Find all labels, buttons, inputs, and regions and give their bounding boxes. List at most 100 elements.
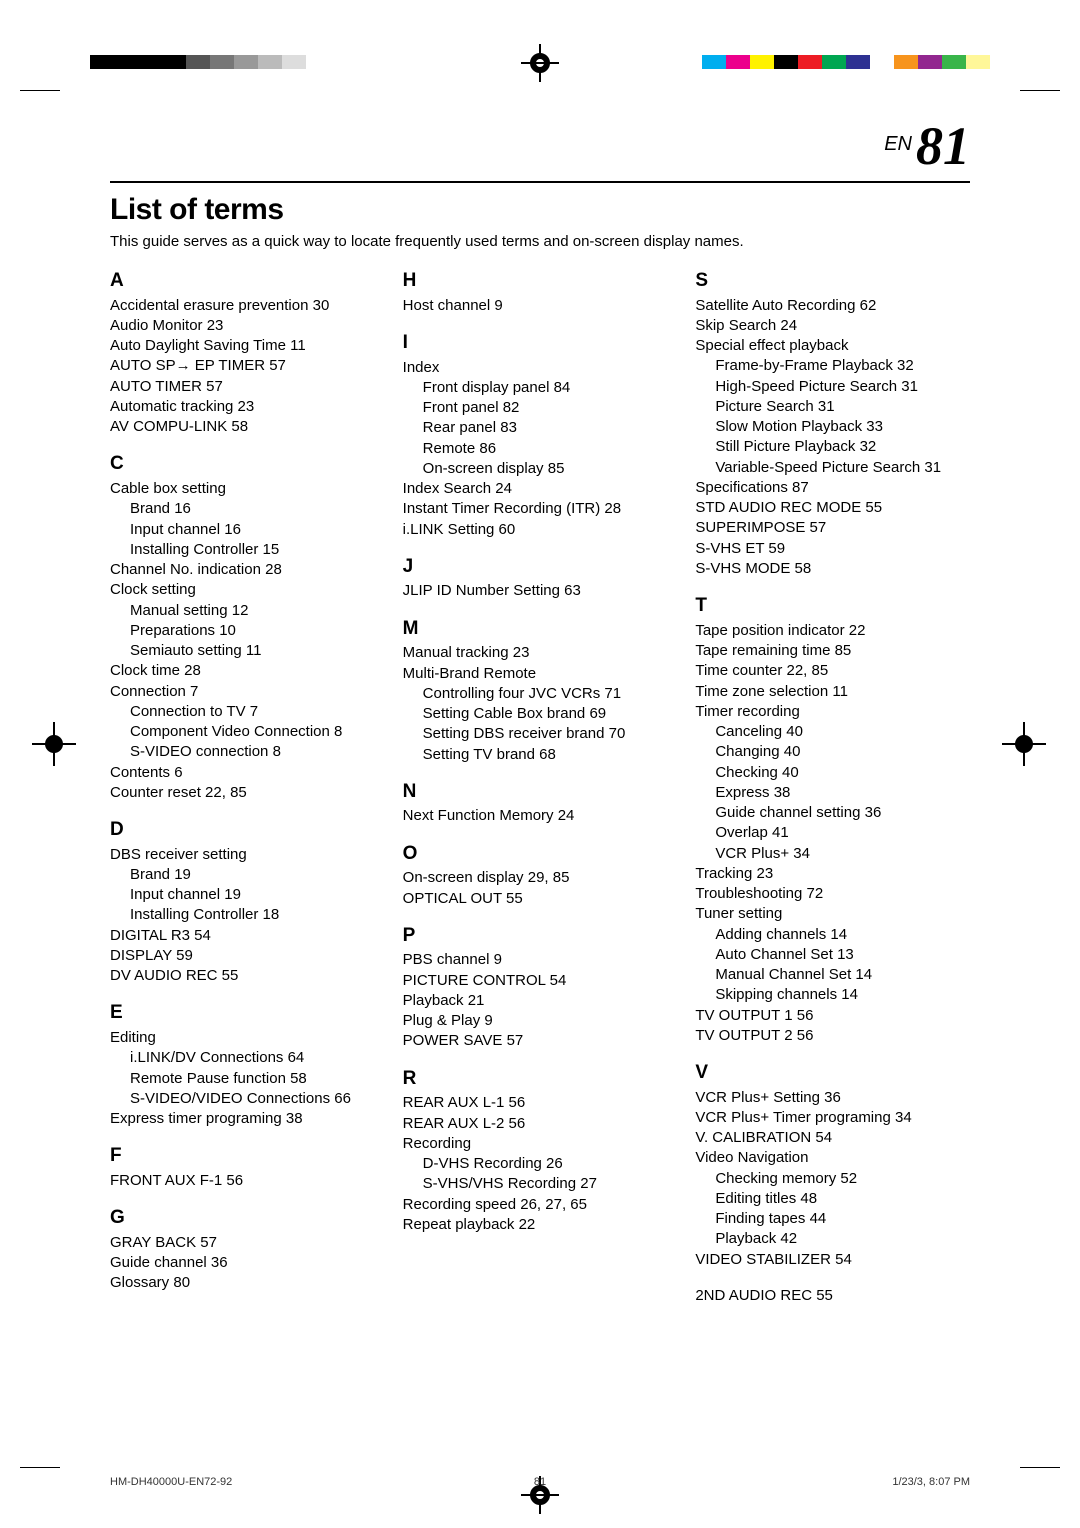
footer-left: HM-DH40000U-EN72-92 (110, 1476, 232, 1488)
index-entry: Guide channel 36 (110, 1253, 385, 1273)
index-letter: G (110, 1205, 385, 1231)
index-entry: Input channel 19 (110, 885, 385, 905)
index-entry: Specifications 87 (695, 478, 970, 498)
index-entry: STD AUDIO REC MODE 55 (695, 498, 970, 518)
index-entry: S-VIDEO/VIDEO Connections 66 (110, 1089, 385, 1109)
index-entry: Contents 6 (110, 763, 385, 783)
index-entry: Manual setting 12 (110, 601, 385, 621)
index-entry: Installing Controller 15 (110, 540, 385, 560)
color-calibration-bars (702, 55, 990, 69)
index-entry: VIDEO STABILIZER 54 (695, 1250, 970, 1270)
footer-page: 81 (534, 1476, 546, 1488)
index-letter: N (403, 779, 678, 805)
index-letter: I (403, 330, 678, 356)
crop-mark (1020, 90, 1060, 91)
index-entry: Playback 21 (403, 991, 678, 1011)
index-entry: S-VHS/VHS Recording 27 (403, 1174, 678, 1194)
left-register-mark (40, 730, 70, 760)
index-entry: Manual tracking 23 (403, 643, 678, 663)
index-entry: PBS channel 9 (403, 950, 678, 970)
index-entry: Finding tapes 44 (695, 1209, 970, 1229)
index-letter: E (110, 1000, 385, 1026)
index-entry: Automatic tracking 23 (110, 397, 385, 417)
index-entry: FRONT AUX F-1 56 (110, 1171, 385, 1191)
index-letter: A (110, 268, 385, 294)
index-entry: AV COMPU-LINK 58 (110, 417, 385, 437)
index-entry: Tracking 23 (695, 864, 970, 884)
index-entry: Clock setting (110, 580, 385, 600)
index-entry: Recording (403, 1134, 678, 1154)
page-header: EN81 (110, 115, 970, 183)
header-lang: EN (884, 133, 912, 155)
index-entry: DISPLAY 59 (110, 946, 385, 966)
index-entry: Input channel 16 (110, 520, 385, 540)
index-entry: OPTICAL OUT 55 (403, 889, 678, 909)
index-entry: Troubleshooting 72 (695, 884, 970, 904)
index-entry: Variable-Speed Picture Search 31 (695, 458, 970, 478)
index-entry: Guide channel setting 36 (695, 803, 970, 823)
footer-right: 1/23/3, 8:07 PM (892, 1476, 970, 1488)
index-entry: Clock time 28 (110, 661, 385, 681)
index-letter: M (403, 616, 678, 642)
index-entry: Auto Daylight Saving Time 11 (110, 336, 385, 356)
index-entry: Picture Search 31 (695, 397, 970, 417)
index-entry: High-Speed Picture Search 31 (695, 377, 970, 397)
index-entry: DBS receiver setting (110, 845, 385, 865)
footer: HM-DH40000U-EN72-92 81 1/23/3, 8:07 PM (110, 1476, 970, 1488)
index-letter: S (695, 268, 970, 294)
index-entry: Connection 7 (110, 682, 385, 702)
index-entry: Remote Pause function 58 (110, 1069, 385, 1089)
index-entry: V. CALIBRATION 54 (695, 1128, 970, 1148)
index-entry: Counter reset 22, 85 (110, 783, 385, 803)
index-entry: REAR AUX L-1 56 (403, 1093, 678, 1113)
index-entry: Index Search 24 (403, 479, 678, 499)
index-entry: Installing Controller 18 (110, 905, 385, 925)
index-entry: Frame-by-Frame Playback 32 (695, 356, 970, 376)
page-content: EN81 List of terms This guide serves as … (110, 115, 970, 1306)
index-letter: V (695, 1060, 970, 1086)
index-entry: Setting TV brand 68 (403, 745, 678, 765)
index-entry: On-screen display 29, 85 (403, 868, 678, 888)
index-letter: F (110, 1143, 385, 1169)
index-entry: AUTO TIMER 57 (110, 377, 385, 397)
index-entry: Plug & Play 9 (403, 1011, 678, 1031)
index-entry: Brand 16 (110, 499, 385, 519)
index-letter: O (403, 841, 678, 867)
index-entry: Manual Channel Set 14 (695, 965, 970, 985)
index-entry: VCR Plus+ 34 (695, 844, 970, 864)
index-entry: AUTO SP→ EP TIMER 57 (110, 356, 385, 376)
index-entry: On-screen display 85 (403, 459, 678, 479)
top-register-mark (527, 50, 553, 76)
index-entry: S-VHS ET 59 (695, 539, 970, 559)
index-entry: Front panel 82 (403, 398, 678, 418)
index-letter: T (695, 593, 970, 619)
index-entry: JLIP ID Number Setting 63 (403, 581, 678, 601)
index-entry: VCR Plus+ Timer programing 34 (695, 1108, 970, 1128)
index-entry: 2ND AUDIO REC 55 (695, 1286, 970, 1306)
index-entry: Audio Monitor 23 (110, 316, 385, 336)
crop-mark (20, 1467, 60, 1468)
index-entry: Slow Motion Playback 33 (695, 417, 970, 437)
index-entry: Editing titles 48 (695, 1189, 970, 1209)
index-entry: Instant Timer Recording (ITR) 28 (403, 499, 678, 519)
index-entry: Setting Cable Box brand 69 (403, 704, 678, 724)
index-entry: Remote 86 (403, 439, 678, 459)
index-column: AAccidental erasure prevention 30Audio M… (110, 268, 385, 1306)
index-entry: Accidental erasure prevention 30 (110, 296, 385, 316)
index-entry: Tape position indicator 22 (695, 621, 970, 641)
index-entry: Next Function Memory 24 (403, 806, 678, 826)
bw-calibration-bars (90, 55, 306, 69)
index-entry: S-VHS MODE 58 (695, 559, 970, 579)
right-register-mark (1010, 730, 1040, 760)
index-entry: Semiauto setting 11 (110, 641, 385, 661)
index-entry: Cable box setting (110, 479, 385, 499)
index-entry: Repeat playback 22 (403, 1215, 678, 1235)
registration-marks (0, 40, 1080, 90)
index-entry: SUPERIMPOSE 57 (695, 518, 970, 538)
index-entry: Host channel 9 (403, 296, 678, 316)
index-entry: POWER SAVE 57 (403, 1031, 678, 1051)
index-entry: Component Video Connection 8 (110, 722, 385, 742)
index-entry: Index (403, 358, 678, 378)
index-letter: P (403, 923, 678, 949)
index-entry: Time zone selection 11 (695, 682, 970, 702)
